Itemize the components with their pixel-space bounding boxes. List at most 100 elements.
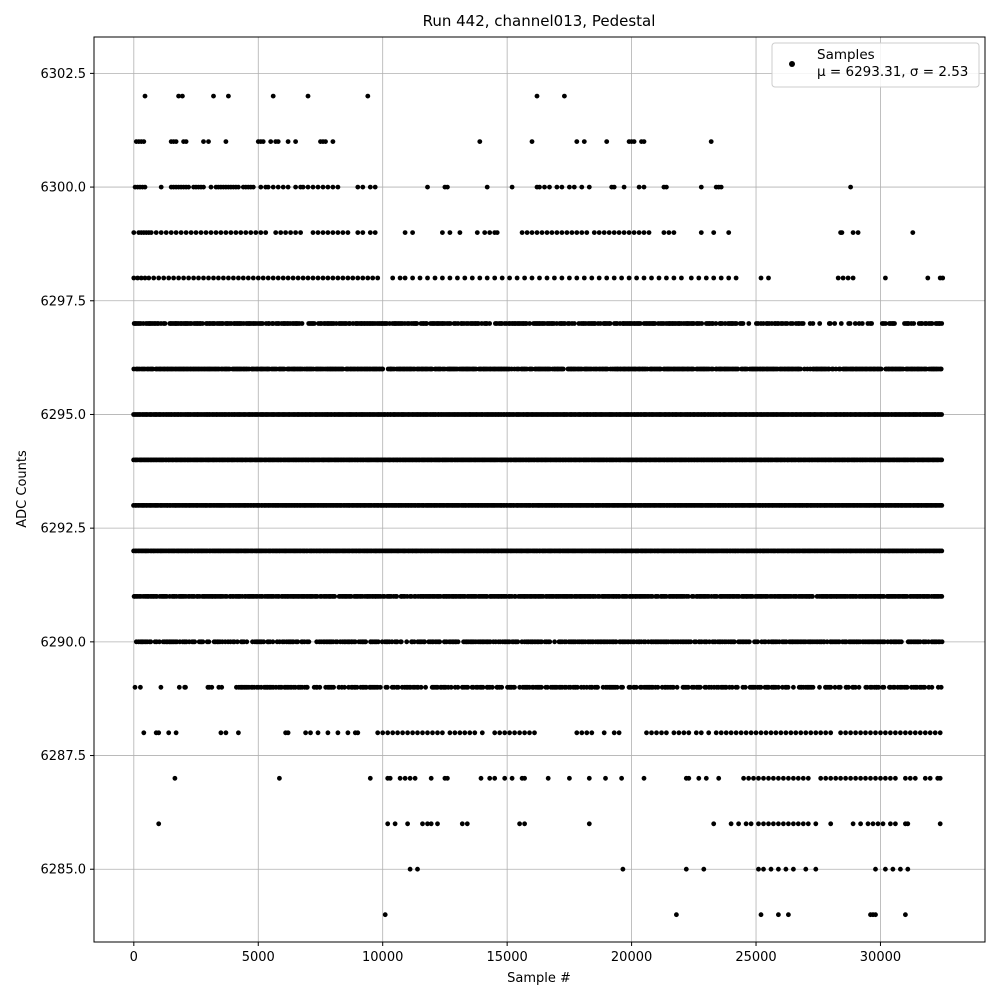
sample-point [718, 275, 724, 281]
sample-point [200, 639, 206, 645]
sample-point [509, 184, 515, 190]
sample-point [161, 275, 167, 281]
sample-point [418, 684, 424, 690]
sample-point [375, 639, 381, 645]
sample-point [186, 184, 192, 190]
sample-point [156, 730, 162, 736]
sample-point [231, 275, 236, 281]
sample-point [385, 730, 391, 736]
sample-point [574, 139, 580, 145]
sample-point [497, 730, 503, 736]
sample-point [305, 93, 311, 99]
sample-point [634, 275, 639, 281]
sample-point [596, 230, 602, 236]
sample-point [432, 275, 438, 281]
sample-point [335, 230, 341, 236]
sample-point [512, 684, 517, 690]
sample-point [817, 684, 822, 690]
sample-point [375, 730, 381, 736]
sample-point [240, 275, 246, 281]
sample-point [201, 184, 206, 190]
sample-point [696, 275, 702, 281]
sample-point [423, 684, 428, 690]
sample-point [522, 730, 527, 736]
sample-point [776, 684, 781, 690]
sample-point [462, 730, 468, 736]
sample-point [869, 321, 874, 326]
sample-point [176, 93, 182, 99]
sample-point [690, 366, 696, 372]
sample-point [166, 275, 172, 281]
sample-point [410, 275, 415, 281]
sample-point [733, 321, 739, 326]
sample-point [621, 230, 627, 236]
sample-point [539, 230, 545, 236]
sample-point [564, 230, 570, 236]
sample-point [196, 275, 201, 281]
sample-point [299, 321, 305, 326]
sample-point [596, 275, 602, 281]
sample-point [330, 139, 336, 145]
sample-point [452, 730, 458, 736]
sample-point [265, 275, 271, 281]
sample-point [390, 730, 396, 736]
sample-point [586, 184, 592, 190]
sample-point [554, 230, 560, 236]
sample-point [922, 684, 928, 690]
sample-point [455, 684, 461, 690]
sample-point [837, 684, 843, 690]
sample-point [355, 230, 361, 236]
sample-point [158, 684, 164, 690]
sample-point [524, 230, 530, 236]
sample-point [547, 184, 552, 190]
sample-point [298, 230, 303, 236]
sample-point [939, 412, 944, 417]
sample-point [939, 457, 945, 463]
sample-point [607, 321, 613, 326]
sample-point [280, 275, 286, 281]
sample-point [892, 321, 897, 326]
sample-point [626, 230, 632, 236]
sample-point [627, 684, 633, 690]
sample-point [270, 639, 276, 645]
sample-point [325, 730, 331, 736]
sample-point [285, 275, 291, 281]
sample-point [579, 184, 585, 190]
sample-point [245, 275, 251, 281]
sample-point [372, 184, 378, 190]
sample-point [151, 275, 157, 281]
sample-point [211, 275, 216, 281]
sample-point [735, 366, 741, 372]
sample-point [502, 730, 508, 736]
sample-point [581, 275, 587, 281]
sample-point [455, 275, 460, 281]
sample-point [293, 230, 298, 236]
sample-point [275, 139, 281, 145]
sample-point [499, 684, 505, 690]
sample-point [940, 275, 946, 281]
sample-point [529, 230, 535, 236]
sample-point [365, 275, 371, 281]
sample-point [360, 184, 366, 190]
sample-point [317, 684, 323, 690]
sample-point [899, 639, 904, 645]
sample-point [440, 275, 445, 281]
sample-point [714, 594, 720, 599]
sample-point [671, 684, 676, 690]
sample-point [646, 230, 652, 236]
sample-point [810, 321, 816, 326]
sample-point [840, 275, 846, 281]
sample-point [798, 366, 803, 372]
sample-point [457, 230, 463, 236]
sample-point [447, 321, 453, 326]
sample-point [828, 684, 834, 690]
sample-point [606, 230, 612, 236]
sample-point [790, 321, 795, 326]
sample-point [447, 730, 453, 736]
sample-point [171, 275, 177, 281]
sample-point [350, 275, 356, 281]
sample-point [492, 730, 498, 736]
sample-point [275, 275, 281, 281]
sample-point [477, 139, 483, 145]
sample-point [791, 684, 796, 690]
